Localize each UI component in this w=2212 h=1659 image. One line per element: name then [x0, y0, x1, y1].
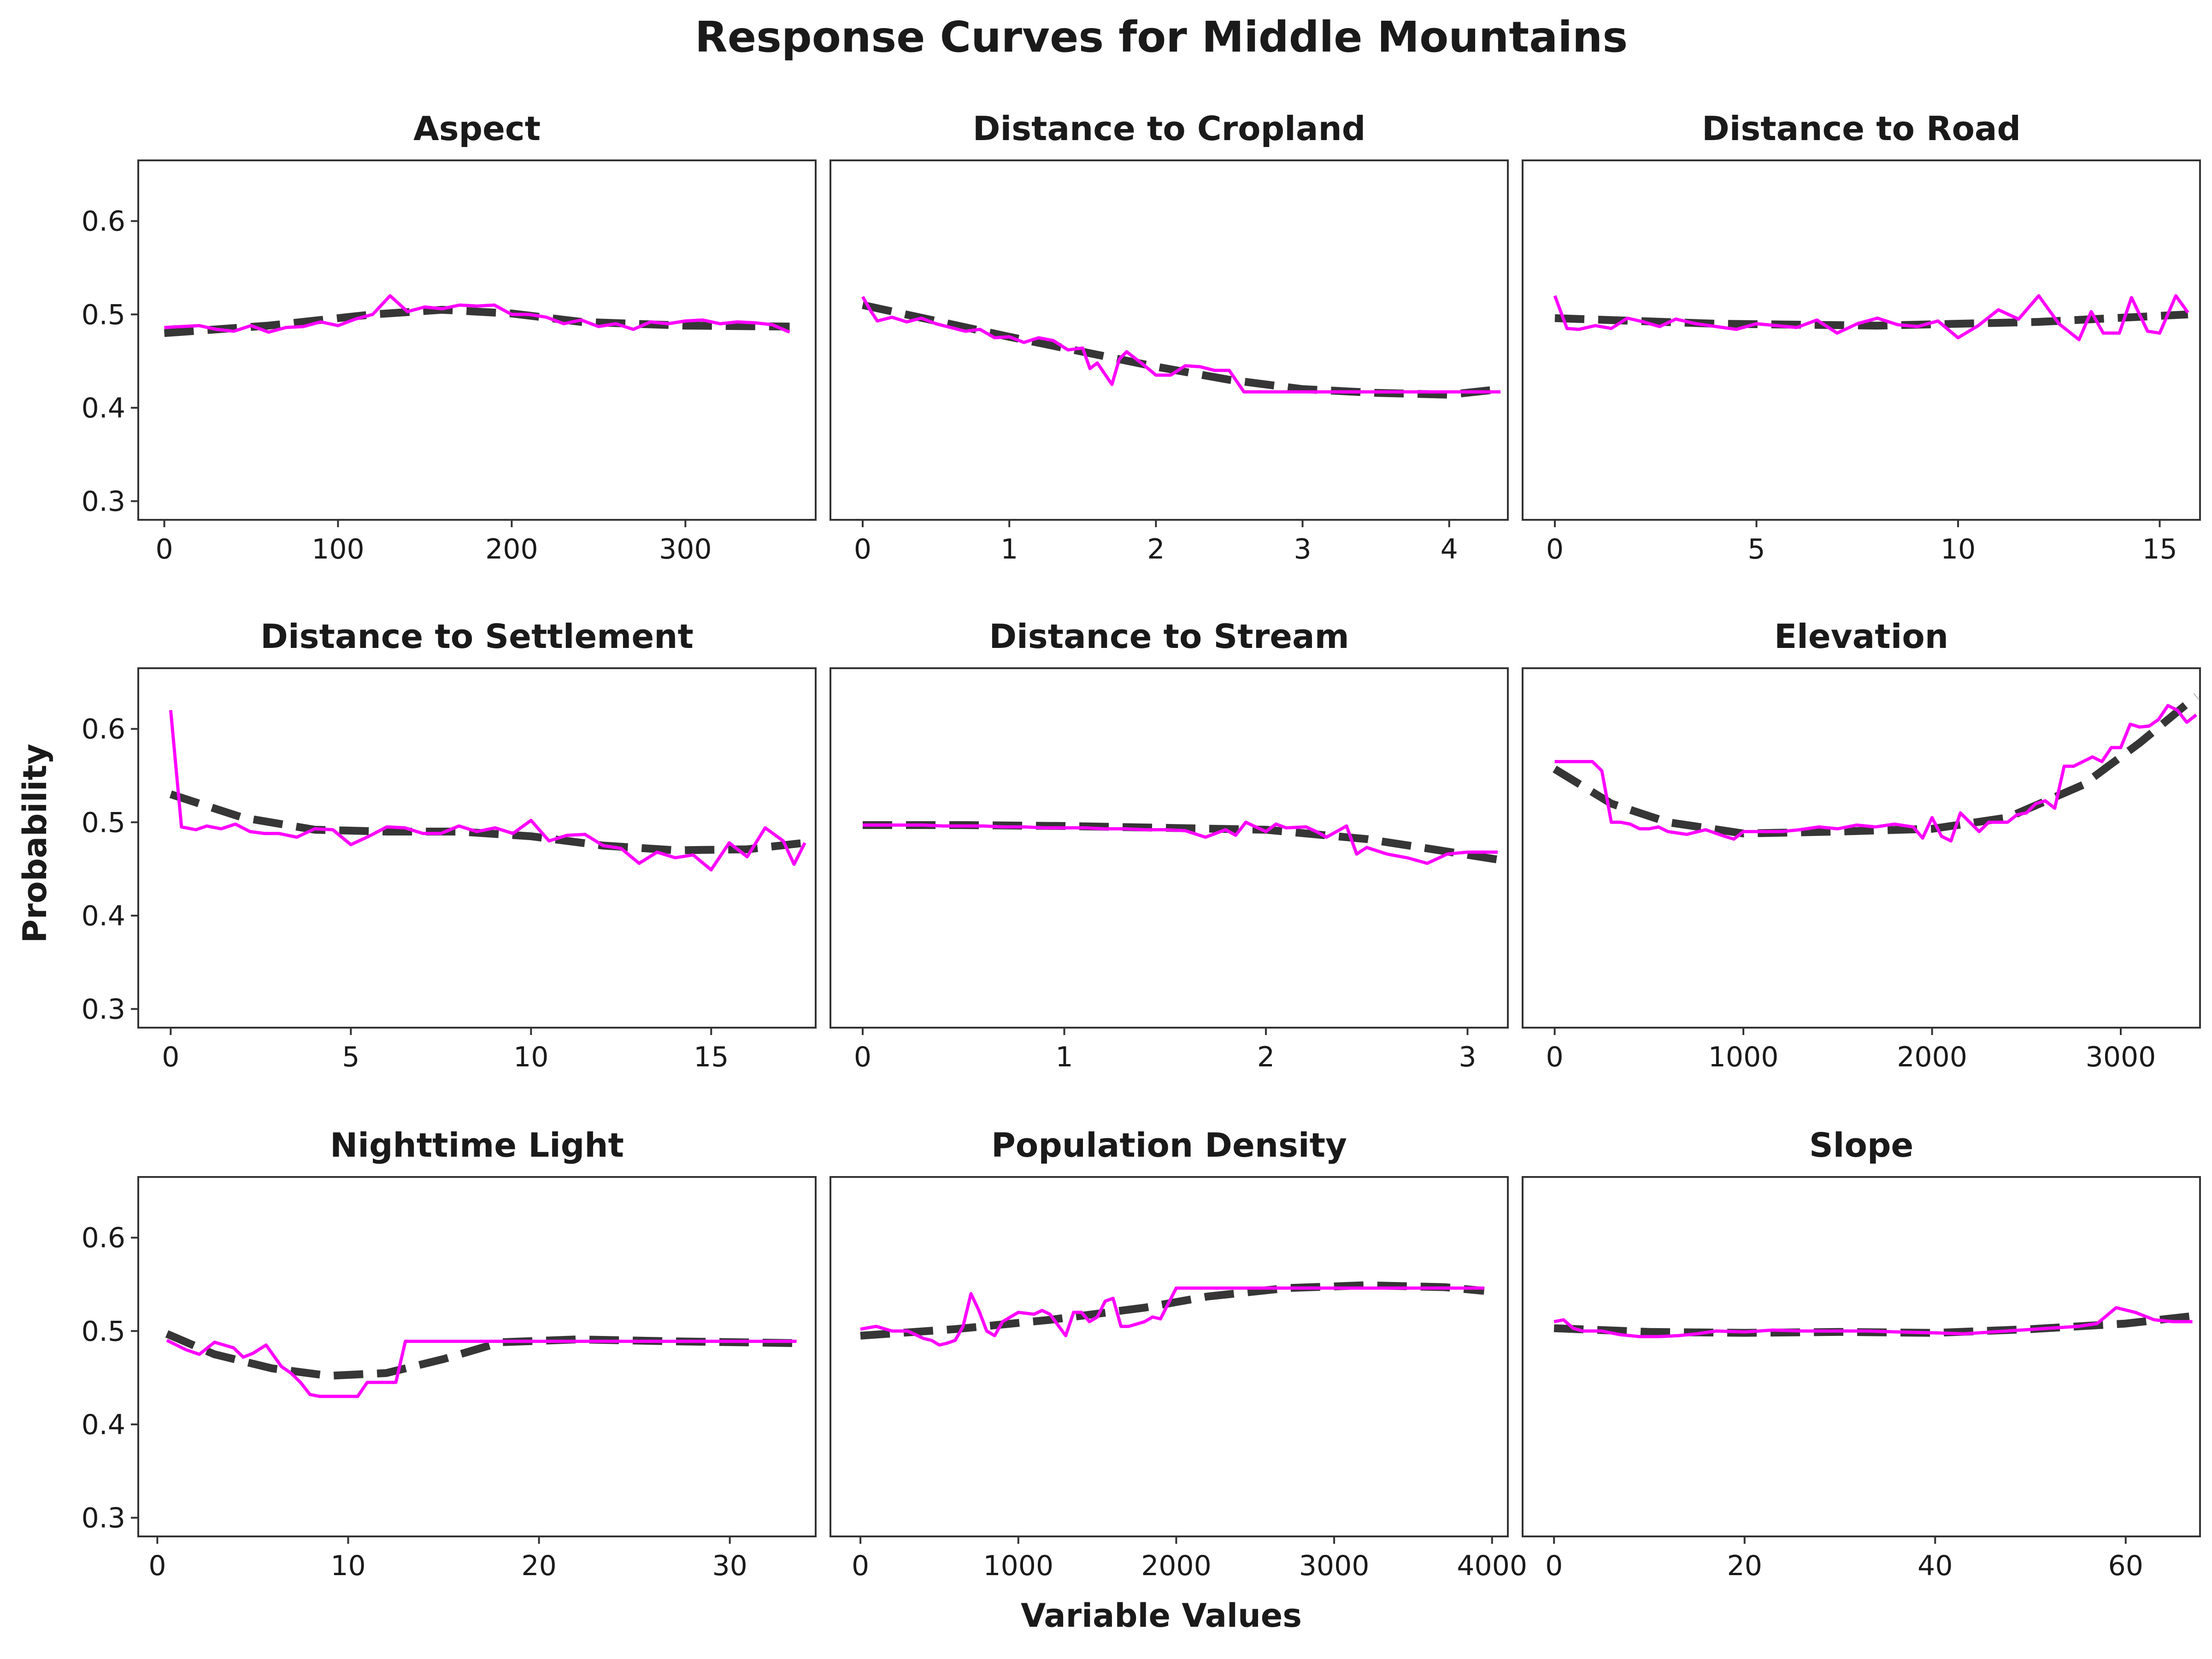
y-tick-label: 0.6	[82, 713, 125, 746]
response-line-distance-to-stream	[863, 820, 1498, 865]
panel-distance-to-road: Distance to Road 0 5 10 15	[1522, 109, 2201, 565]
panel-frame-distance-to-settlement	[137, 667, 817, 1029]
x-tick-label: 5	[1747, 533, 1765, 565]
x-tick-label: 1000	[1708, 1041, 1779, 1073]
x-axis-label: Variable Values	[1021, 1597, 1302, 1635]
panel-title-slope: Slope	[1809, 1126, 1913, 1165]
panel-slope: Slope 0 20 40 60	[1522, 1126, 2201, 1582]
panel-title-distance-to-settlement: Distance to Settlement	[260, 617, 694, 656]
y-tick-label: 0.6	[82, 206, 125, 238]
y-tick-label: 0.4	[82, 1409, 125, 1441]
x-tick-label: 2	[1257, 1041, 1275, 1073]
panel-aspect: Aspect 0 100 200 300 0.3 0.4 0.5 0.6	[82, 109, 817, 565]
x-tick-label: 3000	[2086, 1041, 2156, 1073]
panel-frame-elevation	[1522, 667, 2201, 1029]
response-line-distance-to-settlement	[169, 710, 806, 872]
panel-frame-aspect	[137, 159, 817, 521]
panel-title-distance-to-stream: Distance to Stream	[989, 617, 1349, 656]
response-line-distance-to-road	[1553, 294, 2189, 341]
x-tick-label: 4000	[1457, 1550, 1527, 1582]
x-tick-label: 10	[330, 1550, 365, 1582]
response-line-nighttime-light	[166, 1339, 797, 1398]
y-tick-label: 0.4	[82, 900, 125, 932]
x-tick-label: 40	[1918, 1550, 1953, 1582]
response-line-slope	[1553, 1306, 2193, 1338]
x-tick-label: 60	[2108, 1550, 2143, 1582]
y-axis-label: Probability	[16, 744, 54, 943]
x-tick-label: 20	[1727, 1550, 1762, 1582]
x-tick-label: 0	[1546, 1041, 1564, 1073]
figure-title: Response Curves for Middle Mountains	[695, 12, 1628, 62]
panel-distance-to-stream: Distance to Stream 0 1 2 3	[830, 617, 1509, 1073]
x-tick-label: 0	[1545, 1550, 1563, 1582]
y-tick-label: 0.4	[82, 392, 125, 424]
panel-title-distance-to-road: Distance to Road	[1702, 109, 2021, 148]
panel-title-aspect: Aspect	[413, 109, 541, 148]
response-line-distance-to-cropland	[861, 296, 1501, 394]
panel-frame-slope	[1522, 1176, 2201, 1537]
x-tick-label: 20	[521, 1550, 556, 1582]
smooth-line-elevation	[1553, 693, 2199, 838]
x-tick-label: 100	[312, 533, 365, 565]
x-tick-label: 200	[485, 533, 538, 565]
panel-frame-nighttime-light	[137, 1176, 817, 1537]
x-tick-label: 1	[1000, 533, 1018, 565]
x-tick-label: 2	[1147, 533, 1165, 565]
x-tick-label: 0	[852, 1550, 869, 1582]
x-tick-label: 30	[712, 1550, 747, 1582]
y-tick-label: 0.6	[82, 1222, 125, 1254]
panel-frame-distance-to-cropland	[830, 159, 1509, 521]
x-tick-label: 2000	[1897, 1041, 1967, 1073]
panel-nighttime-light: Nighttime Light 0 10 20 30 0.3 0.4 0.5 0.6	[82, 1126, 817, 1582]
x-tick-label: 15	[694, 1041, 729, 1073]
smooth-line-distance-to-settlement	[169, 790, 806, 854]
panel-population-density: Population Density 0 1000 2000 3000 4000	[830, 1126, 1527, 1582]
x-tick-label: 300	[659, 533, 712, 565]
panel-title-population-density: Population Density	[991, 1126, 1347, 1165]
x-tick-label: 0	[148, 1550, 166, 1582]
panel-distance-to-cropland: Distance to Cropland 0 1 2 3 4	[830, 109, 1509, 565]
y-tick-label: 0.5	[82, 1315, 125, 1347]
x-tick-label: 0	[155, 533, 173, 565]
x-tick-label: 2000	[1141, 1550, 1212, 1582]
x-tick-label: 0	[854, 533, 871, 565]
x-tick-label: 3	[1294, 533, 1311, 565]
x-tick-label: 0	[854, 1041, 871, 1073]
x-tick-label: 0	[1546, 533, 1564, 565]
y-tick-label: 0.5	[82, 806, 125, 839]
x-tick-label: 3000	[1299, 1550, 1370, 1582]
y-tick-label: 0.3	[82, 485, 125, 518]
panel-elevation: Elevation 0 1000 2000 3000	[1522, 617, 2201, 1073]
x-tick-label: 0	[162, 1041, 179, 1073]
smooth-line-slope	[1553, 1312, 2193, 1337]
panel-title-distance-to-cropland: Distance to Cropland	[973, 109, 1366, 148]
panel-frame-distance-to-stream	[830, 667, 1509, 1029]
x-tick-label: 15	[2142, 533, 2177, 565]
x-tick-label: 4	[1441, 533, 1458, 565]
panel-frame-population-density	[830, 1176, 1509, 1537]
x-tick-label: 1	[1055, 1041, 1073, 1073]
x-tick-label: 10	[1941, 533, 1976, 565]
panel-title-elevation: Elevation	[1774, 617, 1948, 656]
panel-distance-to-settlement: Distance to Settlement 0 5 10 15 0.3 0.4 0.5 0.6	[82, 617, 817, 1073]
x-tick-label: 3	[1459, 1041, 1476, 1073]
x-tick-label: 5	[342, 1041, 359, 1073]
panel-title-nighttime-light: Nighttime Light	[330, 1126, 624, 1165]
y-tick-label: 0.3	[82, 993, 125, 1025]
panel-frame-distance-to-road	[1522, 159, 2201, 521]
response-line-aspect	[164, 294, 790, 334]
x-tick-label: 1000	[983, 1550, 1053, 1582]
y-tick-label: 0.5	[82, 299, 125, 331]
smooth-line-population-density	[860, 1281, 1485, 1340]
response-line-population-density	[860, 1286, 1484, 1347]
x-tick-label: 10	[513, 1041, 548, 1073]
y-tick-label: 0.3	[82, 1502, 125, 1534]
smooth-line-distance-to-stream	[863, 821, 1499, 864]
response-line-elevation	[1554, 704, 2197, 843]
